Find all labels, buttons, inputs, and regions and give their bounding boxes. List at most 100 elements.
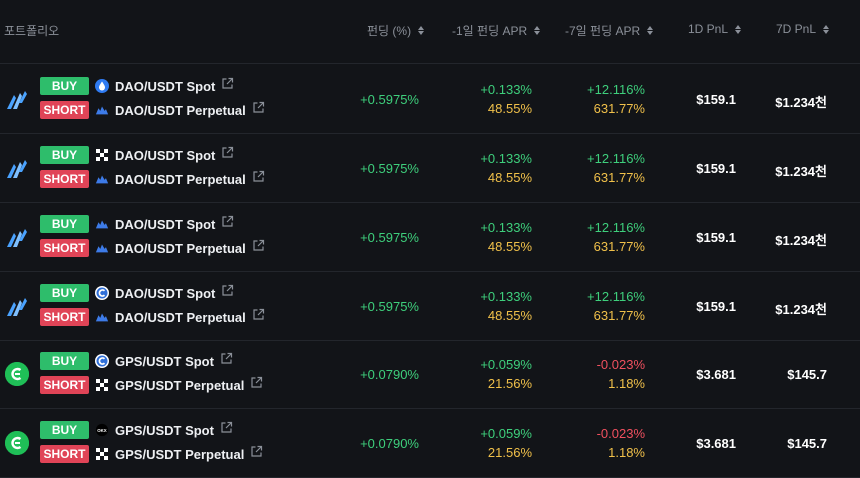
header-pnl-1d[interactable]: 1D PnL — [688, 22, 742, 36]
apr-7d-change: +12.116% — [587, 220, 645, 235]
apr-1d-value: 48.55% — [487, 239, 532, 254]
pair-label[interactable]: GPS/USDT Spot — [115, 353, 214, 369]
sort-icon[interactable] — [735, 24, 742, 34]
long-leg[interactable]: BUY DAO/USDT Spot — [40, 214, 234, 234]
pnl-1d-value: $3.681 — [696, 367, 736, 382]
header-funding-label: 펀딩 (%) — [367, 24, 412, 38]
sort-icon[interactable] — [647, 26, 654, 35]
short-badge: SHORT — [40, 376, 89, 394]
external-link-icon[interactable] — [220, 421, 233, 439]
external-link-icon[interactable] — [220, 352, 233, 370]
pair-label[interactable]: DAO/USDT Spot — [115, 147, 216, 163]
buy-badge: BUY — [40, 352, 89, 370]
pair-label[interactable]: DAO/USDT Spot — [115, 78, 216, 94]
pair-label[interactable]: DAO/USDT Spot — [115, 285, 216, 301]
pnl-1d-value: $3.681 — [696, 436, 736, 451]
external-link-icon[interactable] — [250, 376, 263, 394]
short-leg[interactable]: SHORT DAO/USDT Perpetual — [40, 169, 265, 189]
sort-icon[interactable] — [534, 26, 541, 35]
pnl-7d-value: $1.234천 — [775, 164, 827, 179]
external-link-icon[interactable] — [252, 308, 265, 326]
green-circle-logo-icon — [5, 362, 29, 386]
pair-label[interactable]: DAO/USDT Perpetual — [115, 309, 246, 325]
pair-label[interactable]: DAO/USDT Spot — [115, 216, 216, 232]
apr-1d-value: 48.55% — [487, 101, 532, 116]
buy-badge: BUY — [40, 215, 89, 233]
table-header: 포트폴리오 펀딩 (%) -1일 펀딩 APR -7일 펀딩 APR 1D Pn… — [0, 0, 860, 64]
external-link-icon[interactable] — [221, 146, 234, 164]
header-pnl-7d[interactable]: 7D PnL — [776, 22, 830, 36]
apr-7d-change: +12.116% — [587, 151, 645, 166]
blue-cloud-icon — [95, 217, 109, 231]
apr-7d-value: 631.77% — [593, 308, 645, 323]
apr-1d-change: +0.059% — [480, 357, 532, 372]
external-link-icon[interactable] — [221, 77, 234, 95]
green-circle-logo-icon — [5, 431, 29, 455]
header-funding[interactable]: 펀딩 (%) — [367, 22, 425, 39]
header-apr-7d[interactable]: -7일 펀딩 APR — [565, 22, 654, 39]
header-apr-7d-label: -7일 펀딩 APR — [565, 24, 641, 38]
short-leg[interactable]: SHORT DAO/USDT Perpetual — [40, 100, 265, 120]
table-row[interactable]: BUY DAO/USDT Spot SHORT DAO/USDT Perpetu… — [0, 134, 860, 203]
buy-badge: BUY — [40, 146, 89, 164]
short-leg[interactable]: SHORT DAO/USDT Perpetual — [40, 238, 265, 258]
external-link-icon[interactable] — [252, 239, 265, 257]
pnl-7d-value: $1.234천 — [775, 302, 827, 317]
external-link-icon[interactable] — [250, 445, 263, 463]
funding-value: +0.0790% — [360, 367, 419, 382]
pair-label[interactable]: GPS/USDT Perpetual — [115, 446, 245, 462]
table-row[interactable]: BUY DAO/USDT Spot SHORT DAO/USDT Perpetu… — [0, 65, 860, 134]
header-apr-1d[interactable]: -1일 펀딩 APR — [452, 22, 541, 39]
long-leg[interactable]: BUY OKX GPS/USDT Spot — [40, 420, 233, 440]
apr-1d-value: 48.55% — [487, 308, 532, 323]
x-cross-icon — [95, 447, 109, 461]
long-leg[interactable]: BUY DAO/USDT Spot — [40, 76, 234, 96]
buy-badge: BUY — [40, 77, 89, 95]
apr-1d-change: +0.133% — [480, 289, 532, 304]
pair-label[interactable]: GPS/USDT Perpetual — [115, 377, 245, 393]
okx-icon: OKX — [95, 423, 109, 437]
blue-cloud-icon — [95, 172, 109, 186]
short-leg[interactable]: SHORT GPS/USDT Perpetual — [40, 375, 263, 395]
short-leg[interactable]: SHORT GPS/USDT Perpetual — [40, 444, 263, 464]
apr-7d-value: 631.77% — [593, 170, 645, 185]
pair-label[interactable]: DAO/USDT Perpetual — [115, 102, 246, 118]
funding-value: +0.5975% — [360, 230, 419, 245]
short-leg[interactable]: SHORT DAO/USDT Perpetual — [40, 307, 265, 327]
external-link-icon[interactable] — [221, 215, 234, 233]
apr-7d-change: +12.116% — [587, 289, 645, 304]
sort-icon[interactable] — [823, 24, 830, 34]
pnl-1d-value: $159.1 — [696, 299, 736, 314]
pair-label[interactable]: DAO/USDT Perpetual — [115, 240, 246, 256]
apr-7d-value: 631.77% — [593, 101, 645, 116]
blue-wing-logo-icon — [4, 294, 30, 320]
table-row[interactable]: BUY DAO/USDT Spot SHORT DAO/USDT Perpetu… — [0, 203, 860, 272]
header-portfolio-label: 포트폴리오 — [4, 24, 60, 38]
pair-label[interactable]: DAO/USDT Perpetual — [115, 171, 246, 187]
long-leg[interactable]: BUY DAO/USDT Spot — [40, 283, 234, 303]
short-badge: SHORT — [40, 445, 89, 463]
table-row[interactable]: BUY OKX GPS/USDT Spot SHORT GPS/USDT Per… — [0, 409, 860, 478]
apr-1d-change: +0.133% — [480, 82, 532, 97]
blue-wing-logo-icon — [4, 87, 30, 113]
long-leg[interactable]: BUY GPS/USDT Spot — [40, 351, 233, 371]
short-badge: SHORT — [40, 101, 89, 119]
blue-wing-logo-icon — [4, 156, 30, 182]
long-leg[interactable]: BUY DAO/USDT Spot — [40, 145, 234, 165]
sort-icon[interactable] — [418, 26, 425, 35]
pnl-1d-value: $159.1 — [696, 161, 736, 176]
header-apr-1d-label: -1일 펀딩 APR — [452, 24, 528, 38]
table-row[interactable]: BUY GPS/USDT Spot SHORT GPS/USDT Perpetu… — [0, 340, 860, 409]
table-row[interactable]: BUY DAO/USDT Spot SHORT DAO/USDT Perpetu… — [0, 272, 860, 341]
blue-cloud-icon — [95, 310, 109, 324]
external-link-icon[interactable] — [252, 170, 265, 188]
pnl-7d-value: $145.7 — [787, 436, 827, 451]
pnl-7d-value: $1.234천 — [775, 233, 827, 248]
buy-badge: BUY — [40, 284, 89, 302]
external-link-icon[interactable] — [221, 284, 234, 302]
apr-7d-change: -0.023% — [596, 357, 645, 372]
external-link-icon[interactable] — [252, 101, 265, 119]
pair-label[interactable]: GPS/USDT Spot — [115, 422, 214, 438]
funding-value: +0.5975% — [360, 92, 419, 107]
apr-7d-value: 1.18% — [608, 445, 645, 460]
